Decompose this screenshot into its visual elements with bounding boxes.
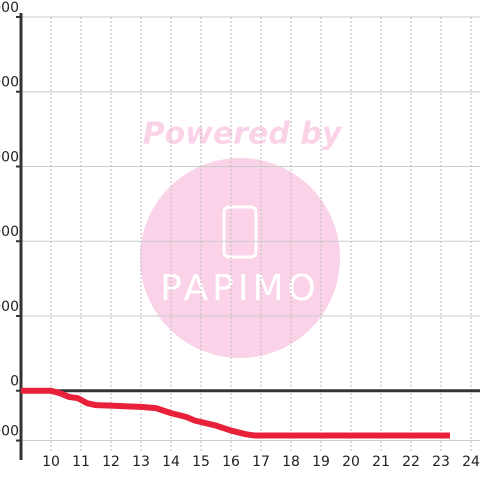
y-tick-label: -20,000: [0, 424, 19, 440]
y-tick-label: 150,000: [0, 0, 19, 16]
watermark-icon: [222, 205, 258, 259]
x-tick-label: 11: [72, 454, 90, 470]
watermark-text: PAPIMO: [160, 268, 320, 309]
x-tick-label: 23: [432, 454, 450, 470]
x-tick-label: 20: [342, 454, 360, 470]
x-tick-label: 14: [162, 454, 180, 470]
x-tick-label: 24: [462, 454, 480, 470]
x-tick-label: 13: [132, 454, 150, 470]
x-tick-label: 16: [222, 454, 240, 470]
y-tick-label: 90,000: [0, 149, 19, 165]
x-tick-label: 19: [312, 454, 330, 470]
x-tick-label: 22: [402, 454, 420, 470]
y-tick-label: 0: [10, 374, 19, 390]
y-tick-label: 60,000: [0, 224, 19, 240]
x-tick-label: 18: [282, 454, 300, 470]
x-tick-label: 15: [192, 454, 210, 470]
y-tick-label: 30,000: [0, 299, 19, 315]
x-tick-label: 17: [252, 454, 270, 470]
data-line: [21, 387, 450, 439]
x-tick-label: 12: [102, 454, 120, 470]
x-tick-label: 21: [372, 454, 390, 470]
watermark-text: Powered by: [143, 117, 343, 152]
y-tick-label: 120,000: [0, 75, 19, 91]
x-tick-label: 10: [42, 454, 60, 470]
